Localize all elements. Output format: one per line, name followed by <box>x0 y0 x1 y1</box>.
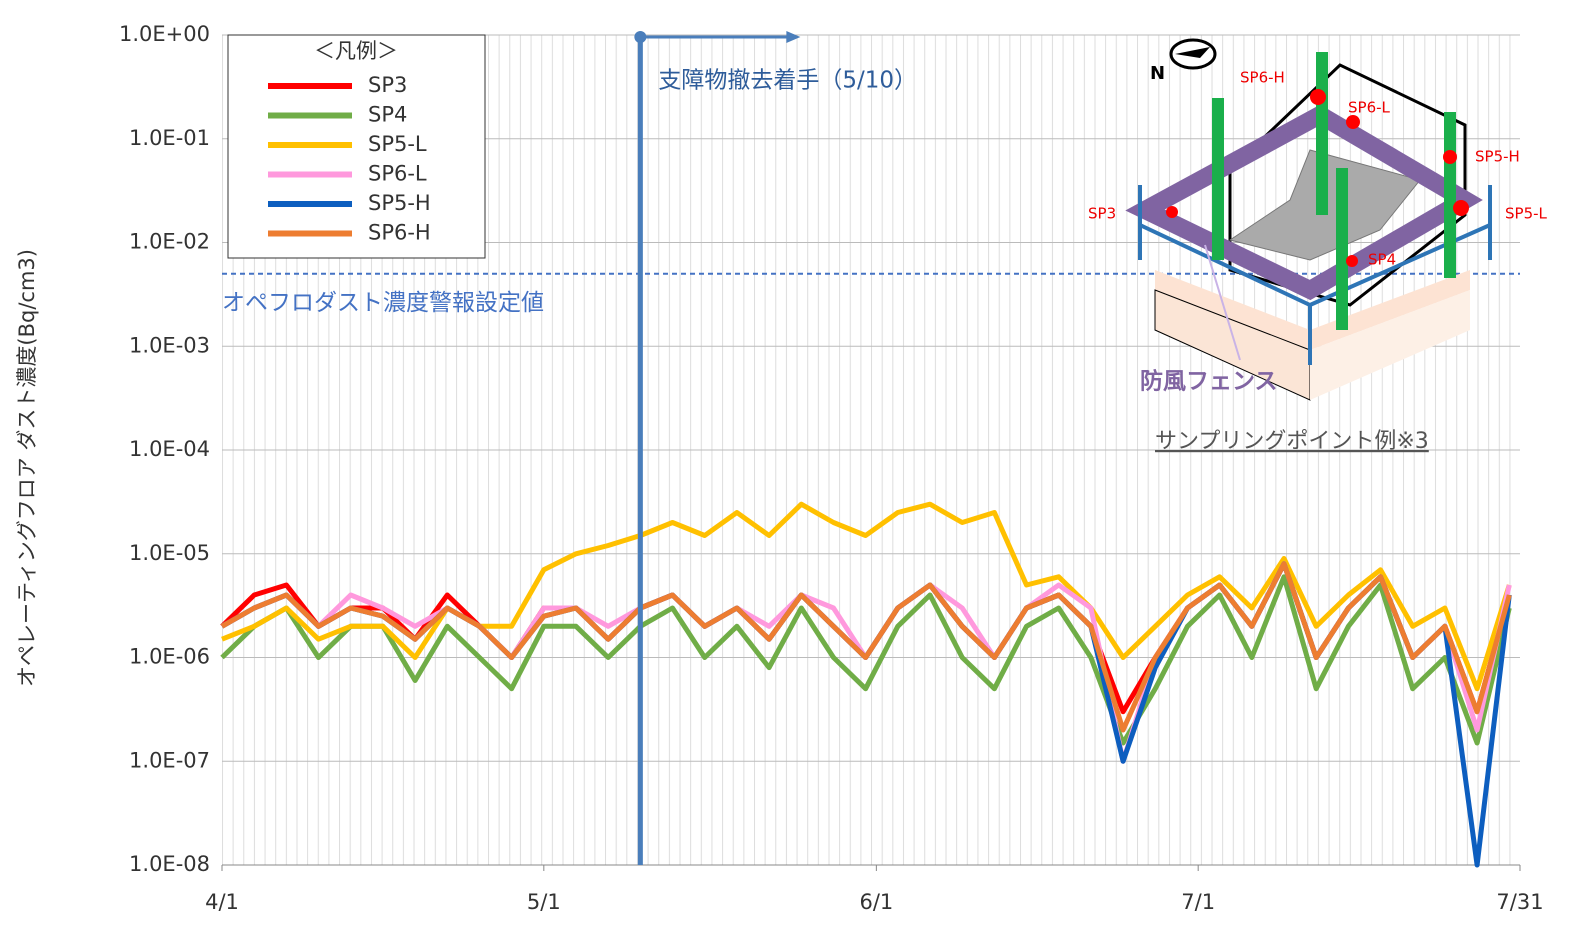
point-label: SP6-L <box>1348 99 1391 117</box>
event-label: 支障物撤去着手（5/10） <box>658 68 917 94</box>
y-tick-label: 1.0E-07 <box>129 748 210 772</box>
inset-caption: サンプリングポイント例※3 <box>1155 429 1429 454</box>
compass-label: N <box>1150 63 1165 84</box>
point-label: SP5-H <box>1475 148 1520 166</box>
event-dot <box>634 31 646 43</box>
legend: ＜凡例＞ SP3 SP4 SP5-L SP6-L SP5-H SP6-H <box>228 35 485 258</box>
y-tick-label: 1.0E-01 <box>129 126 210 150</box>
point-label: SP3 <box>1088 205 1116 223</box>
x-tick-label: 4/1 <box>205 890 239 914</box>
legend-label: SP4 <box>368 103 407 127</box>
y-tick-label: 1.0E-03 <box>129 333 210 357</box>
legend-box <box>228 35 485 258</box>
legend-label: SP6-L <box>368 162 427 186</box>
y-tick-label: 1.0E-05 <box>129 541 210 565</box>
point-label: SP6-H <box>1240 69 1285 87</box>
y-tick-label: 1.0E-02 <box>129 230 210 254</box>
legend-label: SP5-H <box>368 191 431 215</box>
y-tick-label: 1.0E-06 <box>129 645 210 669</box>
legend-label: SP6-H <box>368 221 431 245</box>
x-tick-label: 7/31 <box>1496 890 1543 914</box>
x-tick-label: 7/1 <box>1181 890 1215 914</box>
x-tick-label: 5/1 <box>527 890 561 914</box>
legend-label: SP5-L <box>368 132 427 156</box>
y-tick-label: 1.0E-08 <box>129 852 210 876</box>
y-tick-label: 1.0E+00 <box>119 22 210 46</box>
point-label: SP4 <box>1368 251 1396 269</box>
legend-label: SP3 <box>368 73 407 97</box>
point-label: SP5-L <box>1505 205 1548 223</box>
threshold-label: オペフロダスト濃度警報設定値 <box>222 290 544 316</box>
y-axis-title: オペレーティングフロア ダスト濃度(Bq/cm3) <box>15 249 39 687</box>
legend-title: ＜凡例＞ <box>314 39 398 63</box>
chart: 1.0E-08 1.0E-07 1.0E-06 1.0E-05 1.0E-04 1.0E-… <box>0 0 1592 929</box>
y-tick-label: 1.0E-04 <box>129 437 210 461</box>
fence-label: 防風フェンス <box>1140 368 1278 395</box>
x-tick-label: 6/1 <box>859 890 893 914</box>
